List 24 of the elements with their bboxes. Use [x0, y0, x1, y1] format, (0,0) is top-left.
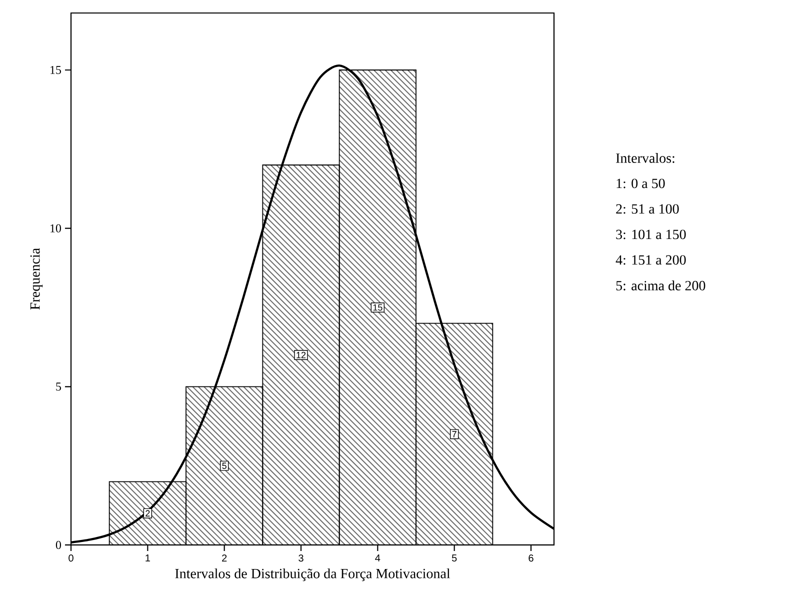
x-tick-label: 3	[298, 554, 304, 562]
data-label: 2	[146, 510, 150, 516]
text: 1: 0 a 50	[616, 178, 665, 188]
x-tick-label: 2	[222, 554, 227, 562]
x-tick-label: 6	[528, 554, 534, 562]
data-label: 7	[452, 431, 456, 438]
y-tick-label: 0	[56, 540, 62, 550]
y-tick-label: 15	[50, 66, 62, 74]
data-label: 15	[373, 304, 382, 311]
text: 3: 101 a 150	[616, 230, 686, 240]
x-axis-title: Intervalos de Distribuição da Força Motivacional	[175, 568, 450, 582]
x-tick-label: 4	[375, 554, 380, 562]
text: 5: acima de 200	[616, 280, 706, 290]
text: 4: 151 a 200	[616, 255, 686, 265]
x-tick-label: 1	[146, 554, 150, 562]
text: 2: 51 a 100	[616, 204, 679, 214]
data-label: 5	[222, 462, 226, 469]
data-label: 12	[296, 352, 306, 358]
text: Intervalos:	[616, 153, 674, 163]
y-tick-label: 5	[56, 382, 62, 391]
y-axis-title: Frequencia	[30, 248, 43, 310]
x-tick-label: 0	[68, 554, 74, 562]
x-tick-label: 5	[452, 554, 457, 562]
y-tick-label: 10	[50, 224, 62, 232]
